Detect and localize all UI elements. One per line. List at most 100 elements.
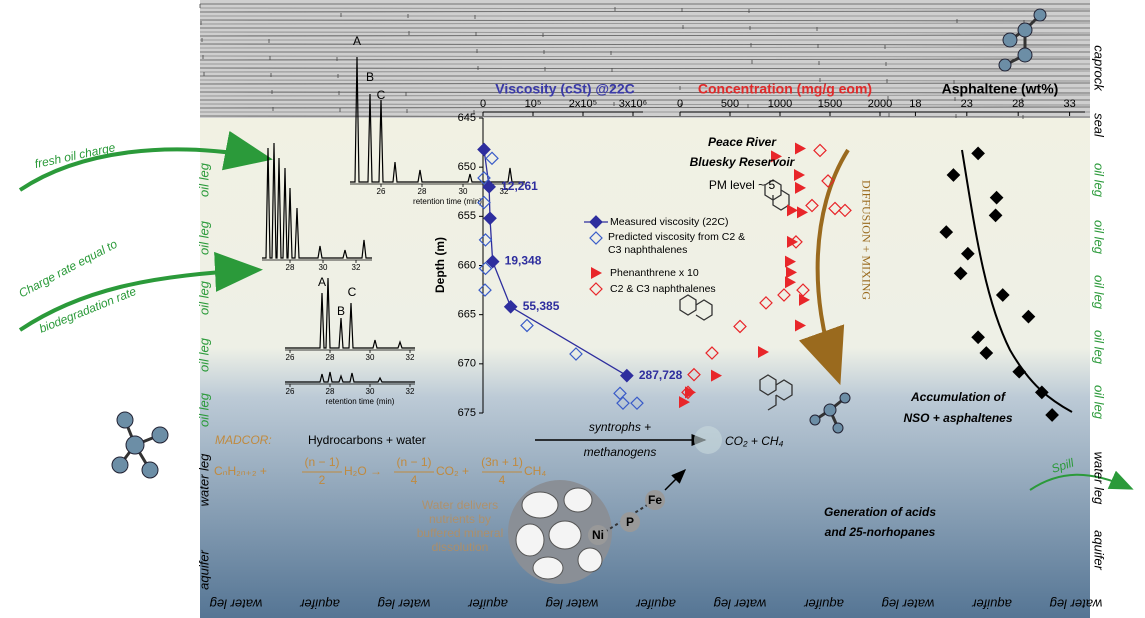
madcor-products: CO₂ + CH₄: [725, 434, 784, 448]
zone-label: water leg: [713, 597, 767, 612]
point: [989, 190, 1004, 205]
water-note: Water delivers: [422, 498, 498, 512]
point: [795, 319, 806, 332]
point: [477, 171, 491, 185]
point: [794, 169, 805, 182]
rock-line: [199, 79, 1091, 82]
chromatogram-tick-label: 28: [418, 187, 427, 196]
chromatogram-xlabel: retention time (min): [413, 197, 482, 206]
equation: CₙH₂ₙ₊₂ +: [214, 464, 267, 478]
point: [785, 276, 796, 289]
point: [1045, 408, 1059, 422]
point: [796, 283, 810, 297]
reservoir-title: Peace River: [708, 135, 777, 149]
y-tick-label: 645: [458, 112, 476, 124]
zone-label: aquifer: [635, 597, 675, 612]
point: [477, 195, 491, 210]
zone-label: oil leg: [196, 392, 211, 427]
zone-label: water leg: [377, 597, 431, 612]
point: [1034, 385, 1049, 400]
point: [733, 319, 747, 334]
chromatogram-trace: [350, 56, 525, 183]
legend-label: Phenanthrene x 10: [610, 267, 699, 279]
point: [777, 288, 791, 302]
point: [939, 225, 954, 239]
y-tick-label: 650: [458, 161, 476, 173]
chromatogram-tick-label: 32: [500, 187, 509, 196]
point: [795, 181, 806, 194]
chromatogram-tick-label: 28: [286, 263, 295, 272]
aromatic-structures: [679, 179, 793, 411]
x-tick-label: 0: [480, 98, 486, 110]
diffusion-arrow: [798, 148, 850, 386]
chromatogram-tick-label: 26: [377, 187, 386, 196]
madcor-label: MADCOR:: [215, 433, 272, 447]
water-note: buffered mineral: [417, 526, 504, 540]
grains: [515, 487, 603, 580]
rock-line: [199, 70, 1091, 73]
x-tick-label: 2000: [868, 98, 892, 110]
equation: CO₂ +: [436, 464, 469, 478]
spill-label: Spill: [1050, 455, 1076, 475]
point: [478, 233, 493, 247]
y-tick-label: 660: [458, 259, 476, 271]
peak-label: C: [348, 285, 357, 299]
zone-label: oil leg: [196, 337, 211, 372]
point: [616, 396, 630, 411]
point: [946, 168, 961, 182]
zone-label: oil leg: [196, 280, 211, 315]
rock-line: [199, 22, 1091, 25]
nutrient-arrow: [664, 468, 687, 491]
rock-line: [199, 82, 1091, 85]
zone-label: seal: [1092, 113, 1107, 138]
point: [681, 385, 695, 400]
rock-line: [199, 10, 1091, 13]
chromatogram-tick-label: 30: [366, 353, 375, 362]
point: [771, 150, 782, 163]
zone-label: water leg: [545, 597, 599, 612]
chromatogram-tick-label: 30: [366, 387, 375, 396]
rock-line: [199, 115, 1091, 118]
point: [813, 143, 827, 158]
point: [705, 346, 719, 360]
zone-label: water leg: [1049, 597, 1103, 612]
zone-label: water leg: [881, 597, 935, 612]
point: [786, 266, 797, 279]
zone-label: oil leg: [196, 220, 211, 255]
accumulation-text: Accumulation of: [910, 390, 1006, 404]
point: [785, 255, 796, 268]
peak-label: C: [377, 88, 386, 102]
x-tick-label: 23: [961, 98, 973, 110]
rock-line: [199, 19, 1091, 22]
y-tick-label: 665: [458, 309, 476, 321]
point: [787, 204, 798, 217]
equation: (3n + 1): [481, 455, 523, 469]
nutrient-label: Ni: [592, 528, 604, 542]
x-tick-label: 18: [909, 98, 921, 110]
chromatogram-tick-label: 32: [406, 387, 415, 396]
charge-arrow: [18, 130, 273, 192]
equation: 2: [319, 473, 326, 487]
chromatogram-trace: [285, 371, 415, 383]
chromatogram-tick-label: 30: [319, 263, 328, 272]
legend-entry: Predicted viscosity from C2 & C3 naphtha…: [608, 231, 745, 256]
point: [828, 201, 842, 216]
point: [758, 346, 769, 359]
point: [953, 266, 968, 281]
point: [787, 235, 798, 248]
point: [799, 293, 810, 306]
point: [805, 198, 819, 213]
peak-label: B: [366, 70, 374, 84]
point: [478, 283, 492, 297]
nutrient-label: P: [626, 515, 634, 529]
chromatogram-tick-label: 26: [286, 387, 295, 396]
rock-line: [199, 94, 1091, 97]
legend-label: Measured viscosity (22C): [610, 216, 728, 228]
zone-label: water leg: [196, 453, 211, 507]
equation: 4: [411, 473, 418, 487]
zone-label: oil leg: [1092, 275, 1107, 310]
point: [630, 396, 644, 411]
zone-label: oil leg: [1092, 330, 1107, 365]
